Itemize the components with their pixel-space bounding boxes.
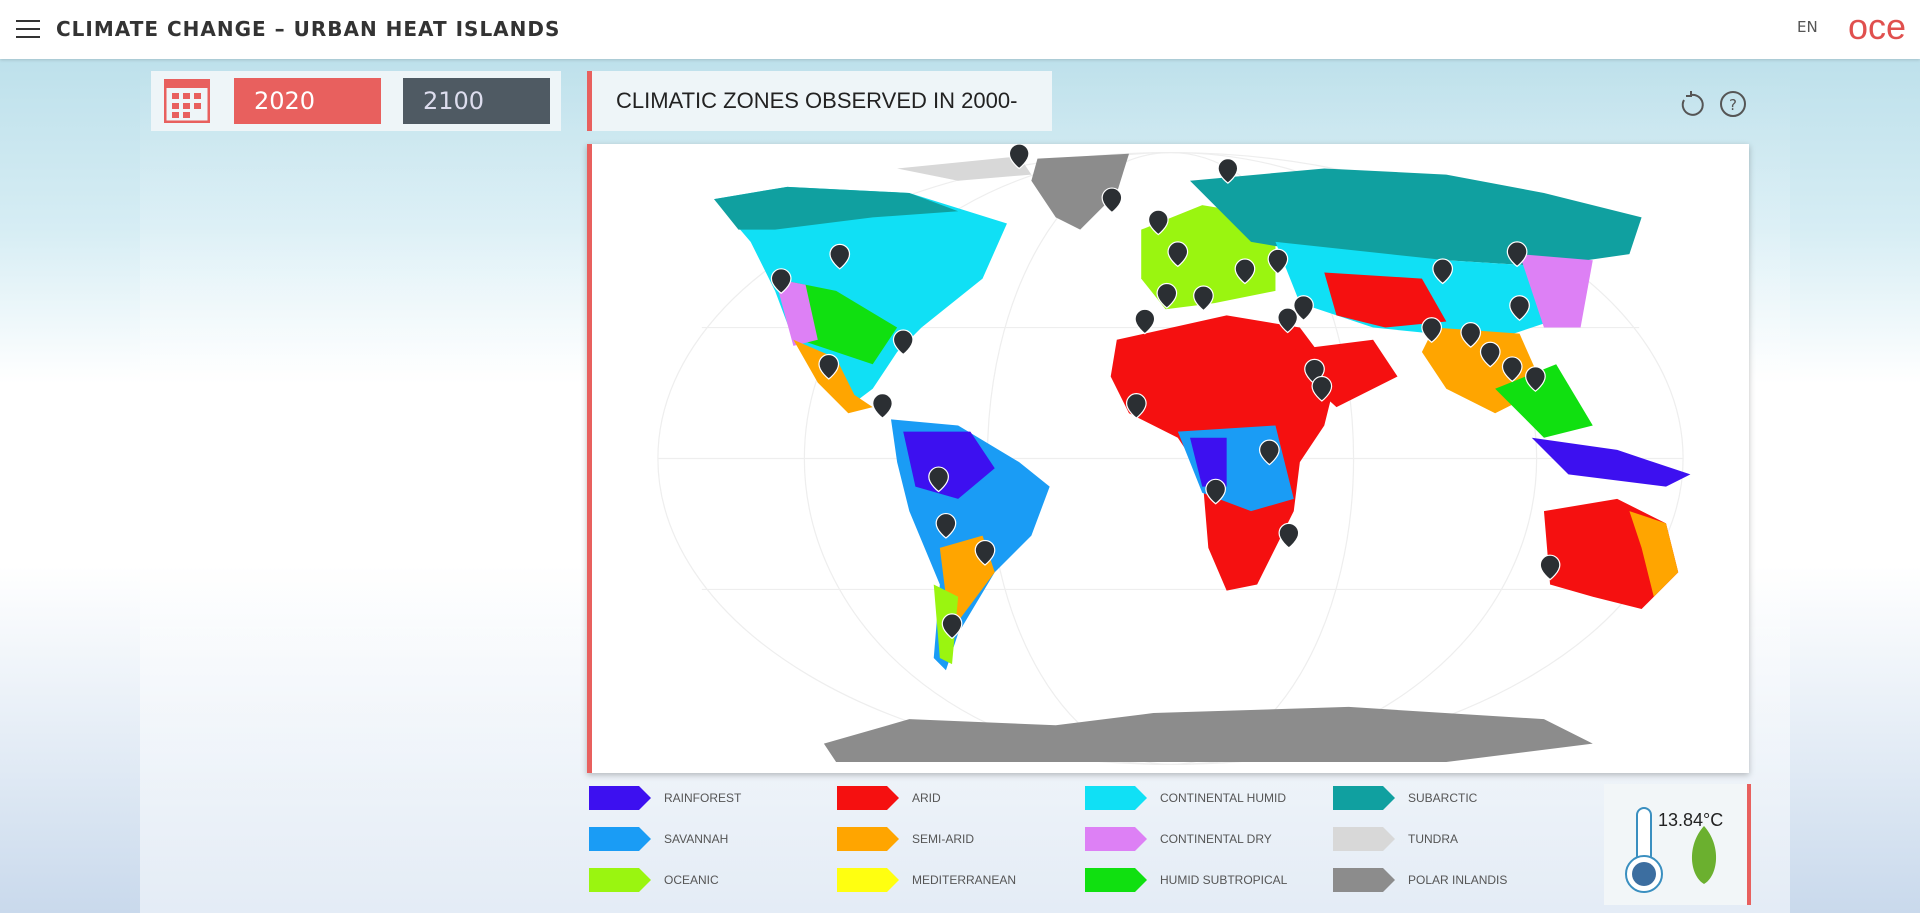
panel-tools: ?	[1681, 91, 1746, 117]
legend-arrow	[1085, 827, 1147, 851]
map-panel	[587, 143, 1749, 773]
legend-label: CONTINENTAL HUMID	[1160, 791, 1286, 805]
legend-label: SEMI-ARID	[912, 832, 975, 846]
logo[interactable]: oce	[1848, 6, 1907, 47]
app-title: CLIMATE CHANGE – URBAN HEAT ISLANDS	[56, 17, 561, 41]
language[interactable]: EN	[1797, 18, 1818, 36]
legend-swatch	[589, 868, 651, 892]
svg-text:?: ?	[1729, 96, 1737, 114]
year-selector: 2020 2100	[151, 71, 561, 131]
legend-arrow	[1333, 827, 1395, 851]
year-button-2020[interactable]: 2020	[234, 78, 381, 124]
legend-swatch	[589, 827, 651, 851]
panel-title: CLIMATIC ZONES OBSERVED IN 2000-2020	[587, 71, 1052, 173]
legend: RAINFOREST SAVANNAH OCEANIC ARID SEMI-ARID ME…	[587, 780, 1587, 908]
legend-arrow	[1085, 868, 1147, 892]
legend-swatch	[1333, 827, 1395, 851]
header: CLIMATE CHANGE – URBAN HEAT ISLANDS EN o…	[0, 0, 1920, 59]
legend-label: RAINFOREST	[664, 791, 742, 805]
legend-arrow	[589, 786, 651, 810]
legend-label: TUNDRA	[1408, 832, 1458, 846]
legend-arrow	[837, 868, 899, 892]
legend-arrow	[837, 827, 899, 851]
temperature-panel: 13.84°C	[1604, 784, 1751, 905]
legend-label: ARID	[912, 791, 941, 805]
legend-arrow	[1333, 868, 1395, 892]
calendar-icon	[164, 79, 210, 123]
legend-swatch	[1085, 868, 1147, 892]
legend-swatch	[837, 868, 899, 892]
temperature-value: 13.84°C	[1658, 810, 1724, 830]
legend-label: HUMID SUBTROPICAL	[1160, 873, 1288, 887]
legend-label: SAVANNAH	[664, 832, 729, 846]
menu-icon[interactable]	[16, 19, 40, 39]
legend-swatch	[837, 786, 899, 810]
city-pins[interactable]	[770, 143, 1561, 640]
legend-label: POLAR INLANDIS	[1408, 873, 1508, 887]
legend-label: CONTINENTAL DRY	[1160, 832, 1272, 846]
year-button-2100[interactable]: 2100	[403, 78, 550, 124]
legend-arrow	[1333, 786, 1395, 810]
legend-arrow	[589, 827, 651, 851]
legend-swatch	[837, 827, 899, 851]
legend-arrow	[589, 868, 651, 892]
help-icon[interactable]: ?	[1720, 91, 1746, 117]
legend-arrow	[837, 786, 899, 810]
legend-label: OCEANIC	[664, 873, 719, 887]
reset-icon[interactable]	[1681, 91, 1704, 116]
legend-swatch	[1085, 827, 1147, 851]
world-map[interactable]	[592, 143, 1749, 773]
legend-swatch	[1085, 786, 1147, 810]
legend-arrow	[1085, 786, 1147, 810]
legend-label: MEDITERRANEAN	[912, 873, 1017, 887]
temperature-icons	[1625, 807, 1717, 893]
legend-swatch	[1333, 786, 1395, 810]
legend-swatch	[589, 786, 651, 810]
legend-label: SUBARCTIC	[1408, 791, 1478, 805]
legend-swatch	[1333, 868, 1395, 892]
